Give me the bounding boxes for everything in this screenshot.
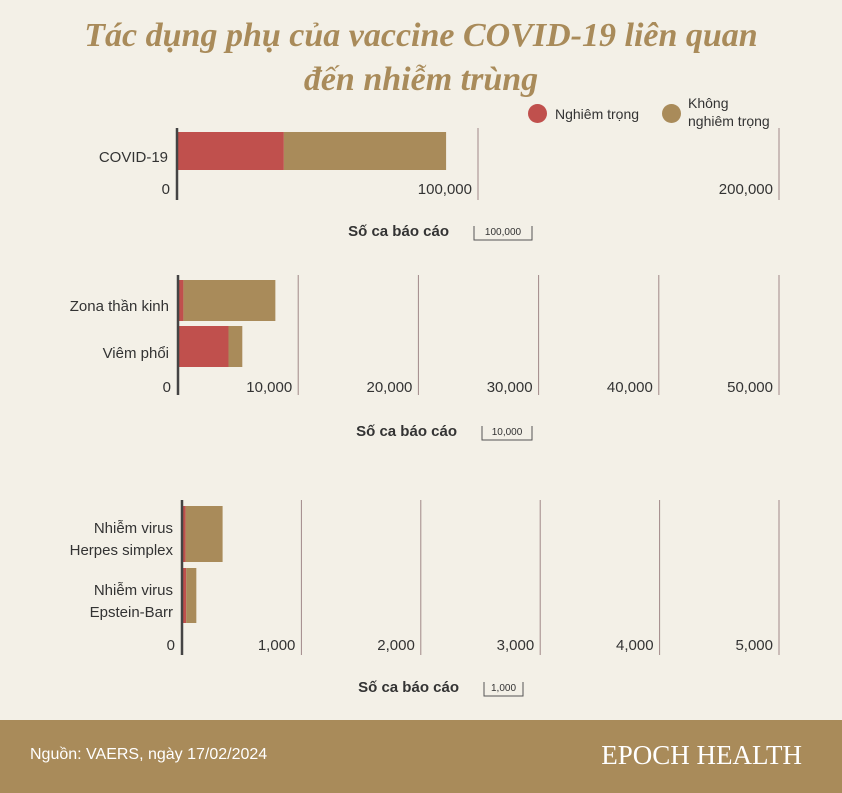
category-label: Herpes simplex bbox=[70, 542, 174, 559]
x-axis-label: Số ca báo cáo bbox=[358, 679, 459, 696]
category-label: Nhiễm virus bbox=[94, 582, 173, 599]
tick-label: 0 bbox=[162, 181, 170, 198]
legend-serious-swatch bbox=[528, 104, 547, 123]
category-label: Nhiễm virus bbox=[94, 520, 173, 537]
bar-non-serious bbox=[183, 280, 276, 321]
brand-logo: EPOCH HEALTH bbox=[601, 740, 802, 770]
legend-serious-label: Nghiêm trọng bbox=[555, 106, 640, 122]
scale-label: 100,000 bbox=[485, 227, 522, 238]
tick-label: 200,000 bbox=[719, 181, 773, 198]
scale-label: 1,000 bbox=[491, 683, 516, 694]
tick-label: 0 bbox=[167, 637, 175, 654]
tick-label: 40,000 bbox=[607, 379, 653, 396]
legend-nonserious-label: Không nghiêm trọng bbox=[688, 94, 770, 130]
tick-label: 3,000 bbox=[497, 637, 535, 654]
title-line-2: đến nhiễm trùng bbox=[303, 61, 539, 98]
bar-serious bbox=[178, 280, 184, 321]
scale-bar bbox=[473, 226, 533, 241]
bar-charts: 0 100,000 200,000 COVID-19 Số ca báo cáo 100,… bbox=[70, 128, 780, 697]
source-text: Nguồn: VAERS, ngày 17/02/2024 bbox=[30, 746, 268, 763]
bar-serious bbox=[182, 506, 186, 562]
tick-label: 4,000 bbox=[616, 637, 654, 654]
scale-bar bbox=[483, 682, 524, 697]
tick-label: 20,000 bbox=[367, 379, 413, 396]
category-label: COVID-19 bbox=[99, 149, 168, 166]
legend-nonserious-swatch bbox=[662, 104, 681, 123]
title-line-1: Tác dụng phụ của vaccine COVID-19 liên q… bbox=[84, 17, 758, 54]
bar-serious bbox=[177, 132, 284, 170]
tick-label: 1,000 bbox=[258, 637, 296, 654]
tick-label: 100,000 bbox=[418, 181, 472, 198]
bar-serious bbox=[182, 568, 187, 623]
tick-label: 10,000 bbox=[246, 379, 292, 396]
x-axis-label: Số ca báo cáo bbox=[356, 423, 457, 440]
category-label: Epstein-Barr bbox=[90, 604, 173, 621]
chart-title: Tác dụng phụ của vaccine COVID-19 liên q… bbox=[0, 14, 842, 102]
legend-line: nghiêm trọng bbox=[688, 113, 770, 129]
tick-label: 5,000 bbox=[735, 637, 773, 654]
bar-serious bbox=[178, 326, 229, 367]
tick-label: 0 bbox=[163, 379, 171, 396]
bar-non-serious bbox=[283, 132, 447, 170]
legend-line: Không bbox=[688, 95, 729, 111]
bar-non-serious bbox=[186, 568, 197, 623]
tick-label: 2,000 bbox=[377, 637, 415, 654]
scale-label: 10,000 bbox=[492, 427, 523, 438]
scale-bar bbox=[481, 426, 533, 441]
x-axis-label: Số ca báo cáo bbox=[348, 223, 449, 240]
footer: Nguồn: VAERS, ngày 17/02/2024 EPOCH HEAL… bbox=[0, 720, 842, 793]
tick-label: 50,000 bbox=[727, 379, 773, 396]
bar-non-serious bbox=[228, 326, 243, 367]
bar-non-serious bbox=[185, 506, 223, 562]
tick-label: 30,000 bbox=[487, 379, 533, 396]
category-label: Viêm phổi bbox=[103, 345, 169, 362]
category-label: Zona thần kinh bbox=[70, 298, 169, 315]
